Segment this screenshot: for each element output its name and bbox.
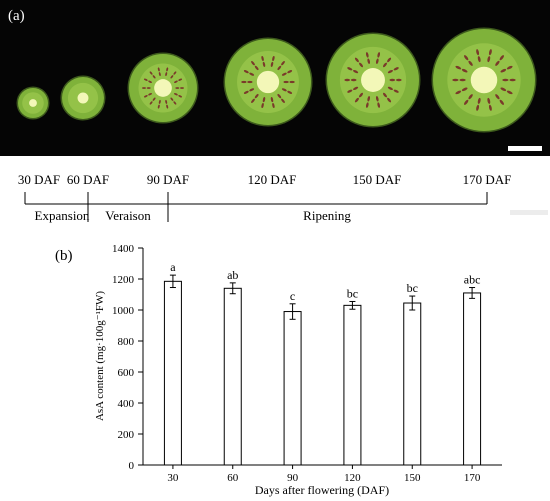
fruit-cross-section: [223, 37, 313, 127]
x-tick-label: 120: [344, 472, 361, 484]
y-tick-label: 200: [118, 429, 135, 441]
asa-bar-chart: (b) 0 200 400 600 800 1000 1200 1400 a 30 ab 60 c 90 b…: [55, 243, 502, 497]
y-tick-label: 0: [129, 460, 135, 472]
significance-label: a: [170, 260, 176, 274]
y-tick-label: 800: [118, 336, 135, 348]
y-tick-label: 1400: [112, 243, 135, 255]
fruit-photo-panel: (a): [0, 0, 550, 156]
bar-90: [283, 311, 302, 466]
stage-label-90: 90 DAF: [147, 172, 189, 187]
x-tick-label: 30: [167, 472, 179, 484]
bar-30: [163, 280, 182, 466]
stage-label-30: 30 DAF: [18, 172, 60, 187]
phase-veraison: Veraison: [105, 208, 151, 223]
fruit-photo: (a): [8, 8, 542, 151]
scale-bar: [508, 146, 542, 151]
phase-ripening: Ripening: [303, 208, 351, 223]
fruit-cross-section: [60, 75, 106, 121]
stage-label-120: 120 DAF: [248, 172, 297, 187]
panel-b-label: (b): [55, 248, 73, 264]
bar-170: [463, 292, 482, 466]
y-axis-label: AsA content (mg·100g⁻¹FW): [94, 291, 106, 421]
x-tick-label: 90: [287, 472, 299, 484]
panel-a-label: (a): [8, 8, 25, 24]
fruit-cross-section: [16, 86, 50, 120]
significance-label: abc: [464, 273, 481, 287]
stage-label-150: 150 DAF: [353, 172, 402, 187]
x-tick-label: 170: [464, 472, 481, 484]
plot-area: 0 200 400 600 800 1000 1200 1400 a 30 ab 60 c 90 bc 120…: [112, 243, 502, 484]
bar-120: [343, 304, 362, 466]
fruit-cross-section: [127, 52, 199, 124]
stage-timeline: 30 DAF 60 DAF 90 DAF 120 DAF 150 DAF 170…: [18, 172, 548, 223]
fruit-cross-section: [325, 32, 421, 128]
x-tick-label: 60: [227, 472, 239, 484]
significance-label: bc: [407, 281, 418, 295]
significance-label: bc: [347, 286, 358, 300]
fruit-cross-section: [431, 27, 537, 133]
significance-label: ab: [227, 268, 238, 282]
x-tick-label: 150: [404, 472, 421, 484]
stage-label-170: 170 DAF: [463, 172, 512, 187]
phase-expansion: Expansion: [35, 208, 90, 223]
bar-150: [403, 302, 422, 466]
y-tick-label: 1000: [112, 305, 135, 317]
y-tick-label: 1200: [112, 274, 135, 286]
stage-label-60: 60 DAF: [67, 172, 109, 187]
faint-mark: [510, 210, 548, 215]
bar-60: [223, 287, 242, 466]
x-axis-label: Days after flowering (DAF): [255, 483, 389, 497]
y-tick-label: 400: [118, 398, 135, 410]
y-tick-label: 600: [118, 367, 135, 379]
significance-label: c: [290, 289, 295, 303]
